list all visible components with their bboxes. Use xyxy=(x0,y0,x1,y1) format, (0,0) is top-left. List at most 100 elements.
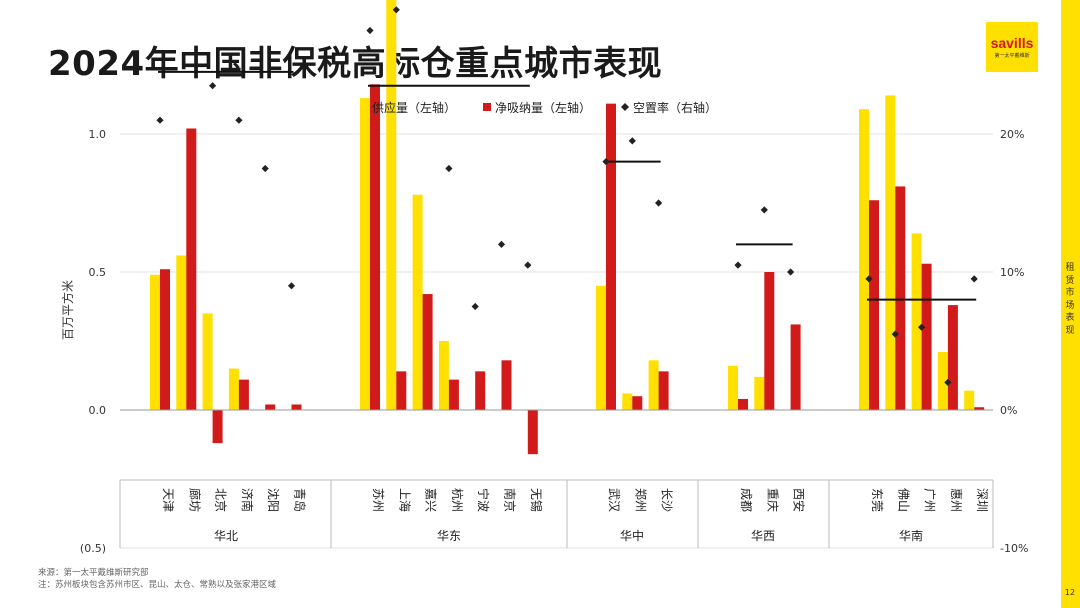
y-tick-label: 0.5 xyxy=(89,266,107,279)
region-label: 华南 xyxy=(899,528,923,543)
vacancy-point xyxy=(366,26,374,35)
absorption-bar xyxy=(527,410,538,455)
footnote: 注：苏州板块包含苏州市区、昆山、太仓、常熟以及张家港区域 xyxy=(38,580,277,590)
vacancy-point xyxy=(628,137,636,145)
region-label: 华西 xyxy=(751,529,775,543)
city-label: 东莞 xyxy=(870,488,884,512)
city-label: 苏州 xyxy=(371,488,385,512)
vacancy-point xyxy=(524,261,532,269)
city-label: 北京 xyxy=(214,488,228,512)
vacancy-point xyxy=(760,206,768,214)
absorption-bar xyxy=(212,410,223,444)
supply-bar xyxy=(648,360,659,410)
city-label: 济南 xyxy=(240,488,255,512)
absorption-bar xyxy=(658,371,669,410)
absorption-bar xyxy=(422,294,433,410)
vacancy-point xyxy=(787,268,795,276)
y-tick-label: (0.5) xyxy=(80,542,106,555)
city-label: 沈阳 xyxy=(266,488,281,512)
absorption-bar xyxy=(160,269,170,410)
page-number: 12 xyxy=(1064,588,1076,597)
region-label: 华中 xyxy=(620,528,644,543)
legend-swatch xyxy=(360,103,368,111)
absorption-bar xyxy=(501,360,512,410)
y2-tick-label: 10% xyxy=(1000,266,1024,279)
absorption-bar xyxy=(238,379,249,410)
y2-tick-label: 30% xyxy=(1000,0,1024,3)
supply-bar xyxy=(859,109,869,410)
logo-subtext: 第一太平戴维斯 xyxy=(994,52,1030,59)
page-title: 2024年中国非保税高标仓重点城市表现 xyxy=(48,44,663,84)
supply-bar xyxy=(150,274,160,410)
absorption-bar xyxy=(265,404,276,410)
supply-bar xyxy=(728,365,738,410)
vacancy-point xyxy=(970,275,978,283)
vacancy-point xyxy=(655,199,663,207)
city-label: 长沙 xyxy=(660,488,674,512)
absorption-bar xyxy=(921,263,932,410)
city-label: 武汉 xyxy=(607,488,621,512)
absorption-bar xyxy=(895,186,906,410)
supply-bar xyxy=(964,390,975,410)
city-label: 南京 xyxy=(503,488,518,512)
supply-bar xyxy=(202,313,213,410)
supply-bar xyxy=(937,352,948,410)
vacancy-point xyxy=(235,116,243,124)
city-label: 惠州 xyxy=(949,488,963,512)
supply-bar xyxy=(176,255,187,410)
logo-wordmark: savills xyxy=(990,34,1034,51)
absorption-bar xyxy=(448,379,459,410)
city-label: 重庆 xyxy=(765,488,779,512)
absorption-bar xyxy=(475,371,486,410)
vacancy-point xyxy=(392,6,400,14)
legend-label: 空置率（右轴） xyxy=(633,100,717,115)
vacancy-point xyxy=(602,158,610,166)
vacancy-point xyxy=(261,164,269,173)
y-tick-label: 1.5 xyxy=(89,0,107,3)
supply-bar xyxy=(754,376,765,410)
city-label: 廊坊 xyxy=(187,488,202,512)
supply-bar xyxy=(386,0,397,410)
absorption-bar xyxy=(396,371,407,410)
city-label: 杭州 xyxy=(450,488,465,512)
y-axis-title: 百万平方米 xyxy=(60,280,75,340)
y2-tick-label: 0% xyxy=(1000,404,1017,417)
city-label: 广州 xyxy=(923,488,937,512)
vacancy-point xyxy=(891,330,899,338)
legend-swatch xyxy=(621,103,629,111)
legend-label: 净吸纳量（左轴） xyxy=(495,100,591,115)
supply-bar xyxy=(885,95,896,411)
legend-swatch xyxy=(483,103,491,111)
vacancy-point xyxy=(944,378,952,386)
absorption-bar xyxy=(606,103,616,410)
absorption-bar xyxy=(370,84,380,410)
vacancy-point xyxy=(445,164,453,173)
city-label: 西安 xyxy=(792,488,807,512)
vacancy-point xyxy=(497,240,506,248)
city-label: 郑州 xyxy=(633,488,648,512)
absorption-bar xyxy=(291,404,302,410)
absorption-bar xyxy=(186,128,197,411)
supply-bar xyxy=(438,341,449,410)
vacancy-point xyxy=(918,323,926,331)
y2-tick-label: -10% xyxy=(1000,542,1028,555)
absorption-bar xyxy=(790,324,801,410)
absorption-bar xyxy=(738,398,748,410)
city-label: 深圳 xyxy=(975,488,989,512)
vacancy-point xyxy=(209,82,217,90)
absorption-bar xyxy=(764,272,775,410)
city-label: 佛山 xyxy=(896,488,910,512)
city-label: 嘉兴 xyxy=(424,488,438,512)
vacancy-point xyxy=(734,261,742,269)
y2-tick-label: 20% xyxy=(1000,128,1024,141)
city-label: 上海 xyxy=(397,488,412,512)
vacancy-point xyxy=(471,302,479,311)
region-label: 华东 xyxy=(437,529,461,543)
y-tick-label: 1.0 xyxy=(89,128,107,141)
legend-label: 供应量（左轴） xyxy=(372,100,456,115)
city-label: 无锡 xyxy=(529,488,544,512)
vacancy-point xyxy=(287,282,296,290)
source-note: 来源：第一太平戴维斯研究部 xyxy=(38,568,149,578)
vacancy-point xyxy=(865,275,873,283)
supply-bar xyxy=(596,285,606,410)
